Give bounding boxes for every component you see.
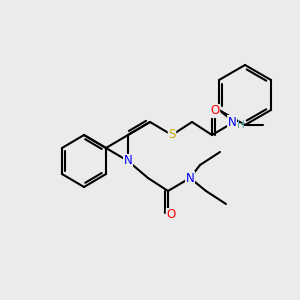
Text: O: O [210,104,220,118]
Text: N: N [124,154,132,167]
Text: H: H [237,120,245,130]
Text: O: O [167,208,176,221]
Text: N: N [186,172,194,184]
Text: S: S [168,128,176,142]
Text: N: N [228,116,236,128]
